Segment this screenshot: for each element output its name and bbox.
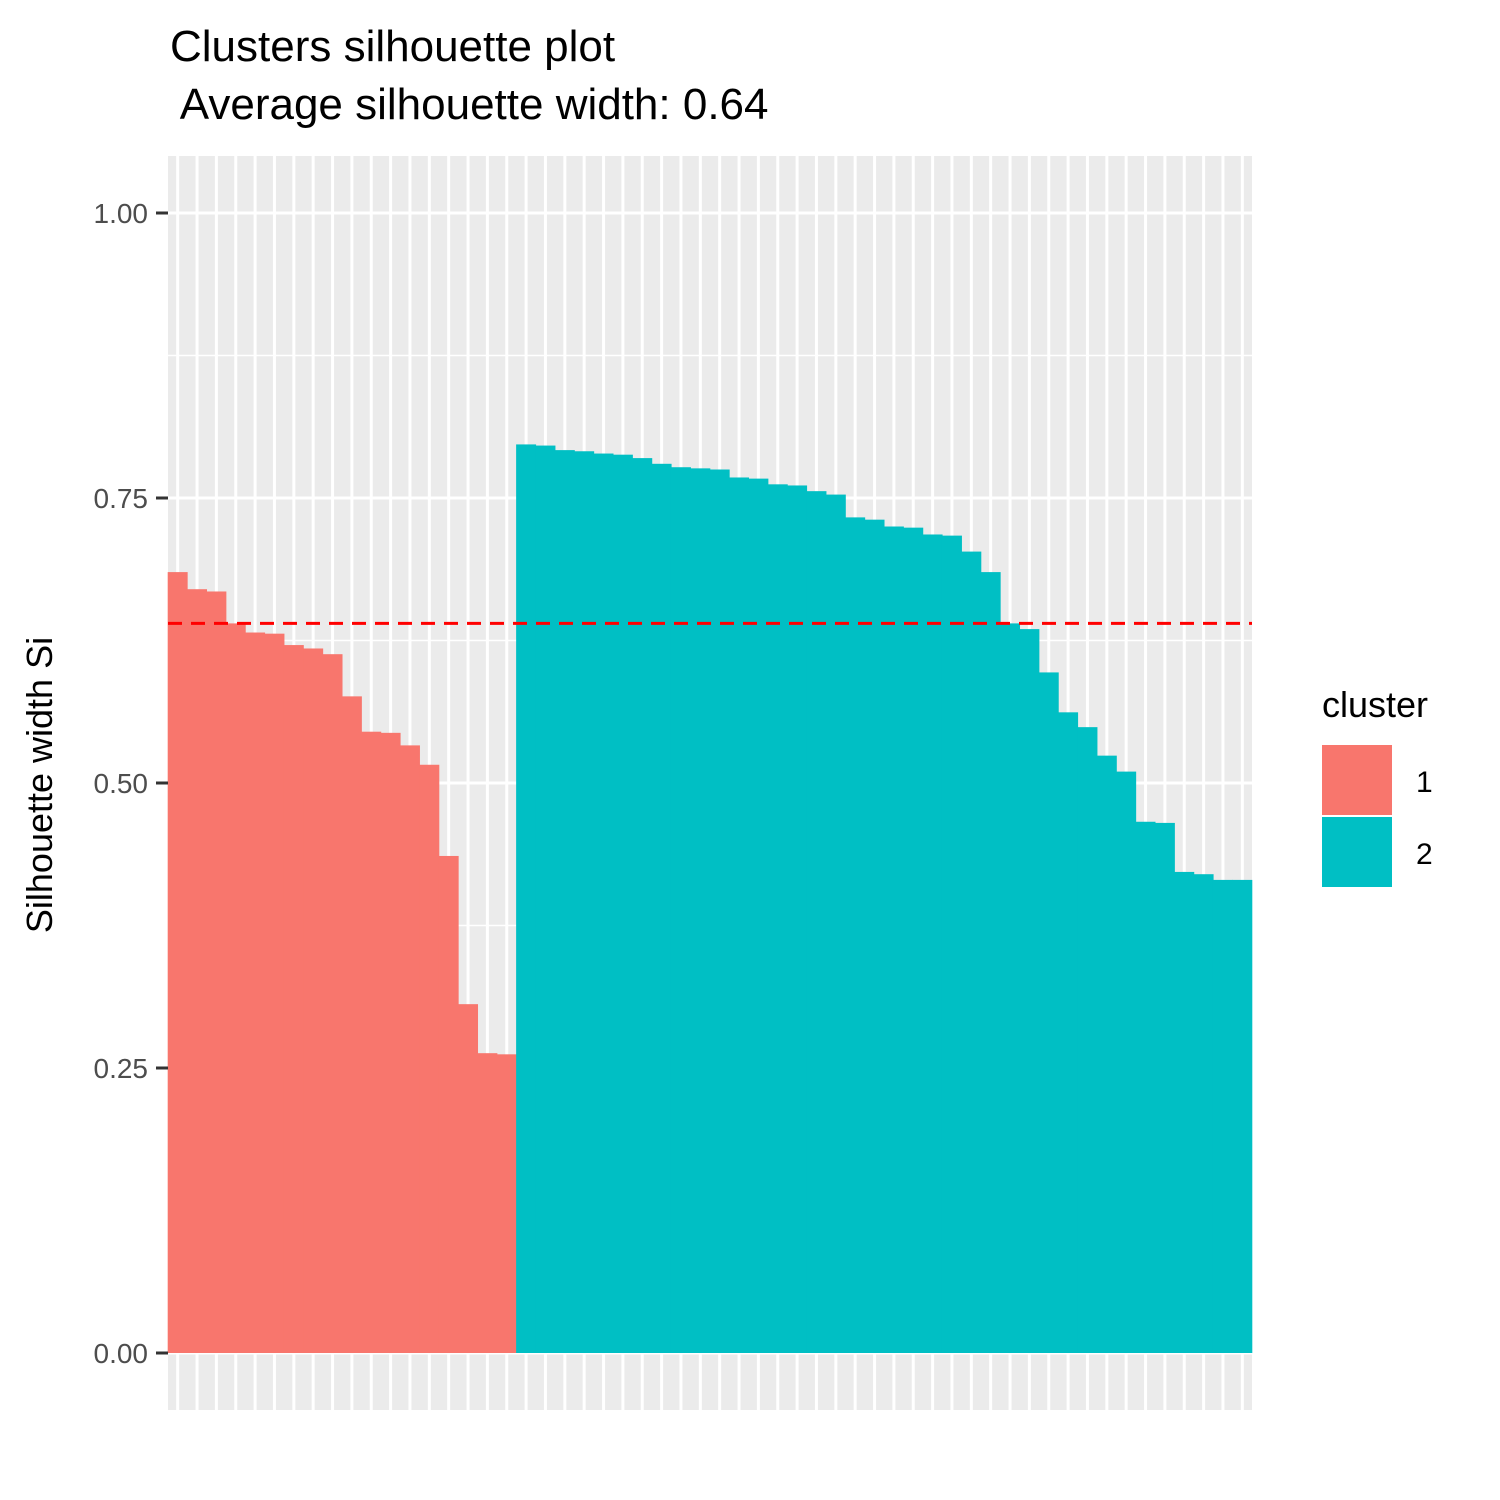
legend-key-cluster-2	[1322, 817, 1392, 887]
bar-cluster-2	[1096, 755, 1117, 1353]
bar-cluster-1	[245, 632, 266, 1353]
bar-cluster-2	[787, 485, 808, 1354]
bar-cluster-1	[496, 1054, 517, 1353]
bar-cluster-2	[922, 534, 943, 1353]
bar-cluster-2	[1135, 821, 1156, 1353]
bar-cluster-1	[380, 732, 401, 1353]
bar-cluster-2	[651, 463, 672, 1353]
bar-cluster-2	[825, 494, 846, 1354]
bar-cluster-2	[670, 467, 691, 1354]
y-tick-label: 1.00	[94, 198, 149, 229]
legend-label-cluster-1: 1	[1416, 766, 1433, 799]
bar-cluster-1	[303, 648, 324, 1353]
y-tick-label: 0.75	[94, 483, 149, 514]
bar-cluster-2	[961, 551, 982, 1353]
bar-cluster-2	[516, 444, 537, 1353]
bar-cluster-2	[1212, 879, 1233, 1353]
bar-cluster-1	[438, 855, 459, 1353]
legend-title: cluster	[1322, 684, 1429, 725]
bar-cluster-2	[1000, 623, 1021, 1353]
bar-cluster-2	[1154, 822, 1175, 1353]
bar-cluster-2	[941, 535, 962, 1353]
bar-cluster-2	[883, 526, 904, 1353]
bar-cluster-2	[612, 454, 633, 1353]
bar-cluster-2	[1038, 672, 1059, 1353]
bar-cluster-2	[632, 458, 653, 1354]
bar-cluster-1	[283, 645, 304, 1353]
bar-cluster-1	[419, 764, 440, 1353]
y-tick-label: 0.00	[94, 1338, 149, 1369]
bar-cluster-2	[554, 450, 575, 1353]
bar-cluster-1	[167, 572, 188, 1353]
bar-cluster-2	[593, 453, 614, 1353]
bar-cluster-2	[574, 451, 595, 1353]
bar-cluster-2	[864, 519, 885, 1353]
bar-cluster-2	[1116, 771, 1137, 1353]
bar-cluster-2	[806, 491, 827, 1353]
bar-cluster-2	[729, 477, 750, 1354]
y-tick-label: 0.25	[94, 1053, 149, 1084]
bar-cluster-1	[341, 696, 362, 1353]
y-axis-label: Silhouette width Si	[19, 636, 60, 934]
chart-title-line2: Average silhouette width: 0.64	[170, 80, 769, 129]
bar-cluster-2	[1058, 712, 1079, 1353]
legend-key-cluster-1	[1322, 745, 1392, 815]
bar-cluster-1	[206, 591, 227, 1353]
bar-cluster-1	[361, 731, 382, 1353]
bar-cluster-2	[748, 478, 769, 1353]
bar-cluster-2	[535, 445, 556, 1353]
bar-cluster-2	[1019, 629, 1040, 1353]
bar-cluster-1	[187, 589, 208, 1353]
bar-cluster-1	[399, 745, 420, 1353]
bar-cluster-2	[709, 469, 730, 1353]
bar-cluster-2	[980, 572, 1001, 1353]
bar-cluster-2	[767, 484, 788, 1353]
bar-cluster-2	[1174, 871, 1195, 1353]
bar-cluster-2	[690, 468, 711, 1353]
bar-cluster-1	[225, 623, 246, 1353]
bar-cluster-2	[1077, 727, 1098, 1353]
bar-cluster-1	[264, 633, 285, 1353]
bar-cluster-1	[458, 1004, 479, 1353]
bar-cluster-2	[1193, 874, 1214, 1353]
chart-title-line1: Clusters silhouette plot	[170, 22, 616, 71]
bar-cluster-1	[477, 1053, 498, 1353]
y-tick-label: 0.50	[94, 768, 149, 799]
bar-cluster-2	[903, 527, 924, 1353]
bar-cluster-2	[1232, 879, 1253, 1353]
bar-cluster-2	[845, 517, 866, 1353]
legend-label-cluster-2: 2	[1416, 838, 1433, 871]
bar-cluster-1	[322, 654, 343, 1353]
